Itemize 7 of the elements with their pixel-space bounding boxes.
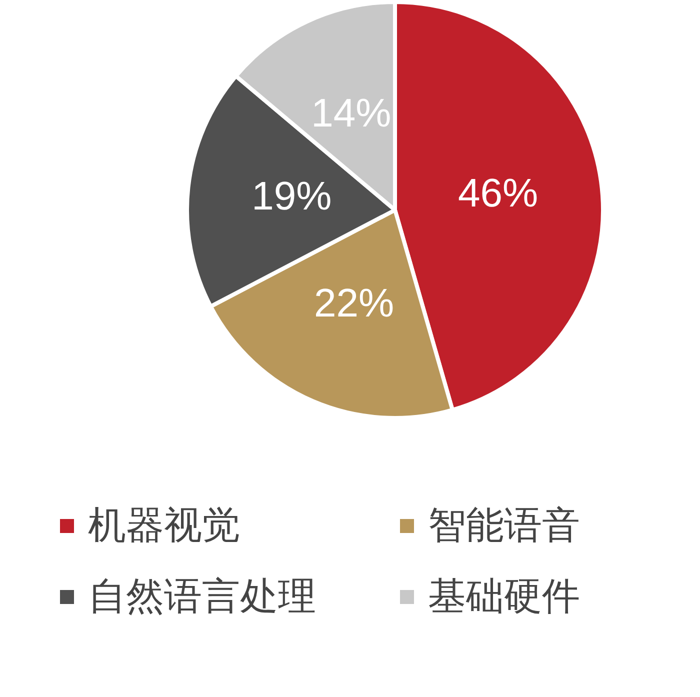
data-label: 46% (458, 172, 538, 216)
legend-label: 智能语音 (428, 502, 580, 549)
legend-label: 基础硬件 (428, 573, 580, 620)
legend-label: 机器视觉 (88, 502, 240, 549)
data-label: 19% (252, 174, 332, 219)
legend-label: 自然语言处理 (88, 573, 316, 620)
data-label: 22% (314, 282, 394, 326)
